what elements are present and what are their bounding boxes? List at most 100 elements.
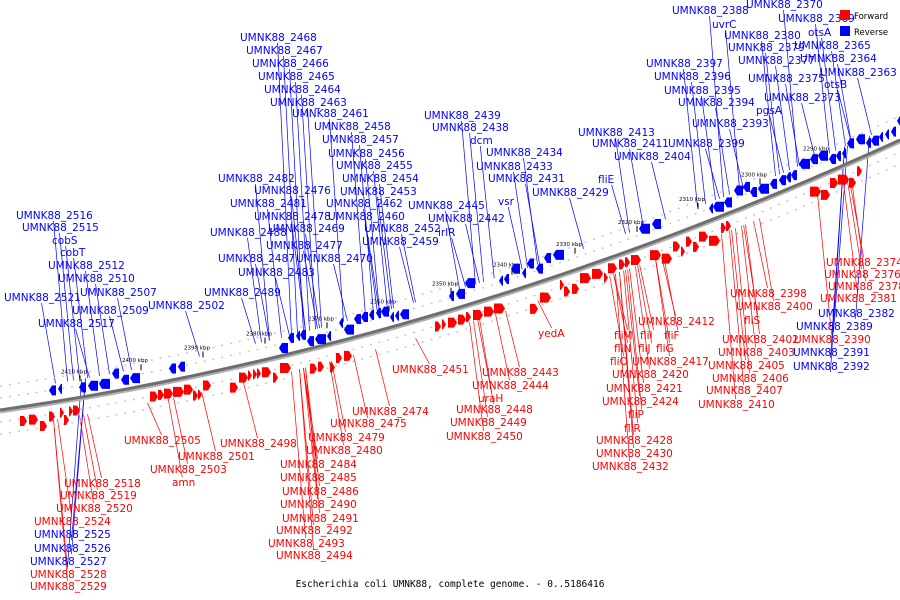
kbp-tick-label: 2390 kbp (184, 346, 210, 352)
gene-feature (779, 175, 786, 186)
gene-feature (73, 405, 80, 416)
label-connector (629, 268, 644, 384)
label-connector (495, 313, 510, 381)
gene-feature (339, 317, 343, 328)
gene-feature (300, 329, 306, 340)
kbp-tick-label: 2300 kbp (741, 172, 767, 178)
gene-feature (830, 178, 838, 189)
label-connector (241, 297, 256, 344)
label-connector (401, 233, 416, 303)
gene-feature (699, 231, 708, 242)
gene-feature (553, 249, 564, 260)
reverse-gene-label: UMNK88_2382 (818, 308, 895, 320)
gene-feature (724, 197, 732, 208)
forward-gene-label: uraH (478, 393, 503, 405)
label-connector (377, 196, 392, 309)
forward-gene-label: UMNK88_2485 (280, 472, 357, 484)
gene-feature (791, 170, 797, 181)
gene-feature (572, 283, 579, 294)
gene-feature (650, 250, 661, 261)
reverse-gene-label: UMNK88_2369 (778, 13, 855, 25)
legend-forward-label: Forward (854, 12, 888, 22)
reverse-gene-label: UMNK88_2433 (476, 161, 553, 173)
reverse-gene-label: UMNK88_2364 (800, 53, 877, 65)
reverse-gene-label: UMNK88_2377 (738, 55, 815, 67)
map-caption: Escherichia coli UMNK88, complete genome… (296, 579, 605, 590)
gene-feature (336, 352, 342, 363)
forward-gene-label: UMNK88_2528 (30, 569, 107, 581)
label-connector (85, 270, 100, 376)
gene-feature (158, 389, 164, 400)
label-connector (303, 368, 318, 500)
gene-feature (499, 275, 503, 286)
label-connector (849, 180, 864, 258)
reverse-gene-label: UMNK88_2517 (38, 318, 115, 330)
forward-gene-label: UMNK88_2398 (730, 288, 807, 300)
label-connector (469, 322, 484, 432)
reverse-gene-label: UMNK88_2457 (322, 134, 399, 146)
reverse-gene-label: UMNK88_2489 (204, 287, 281, 299)
forward-gene-label: UMNK88_2420 (612, 369, 689, 381)
forward-gene-label: UMNK88_2450 (446, 431, 523, 443)
gene-feature (842, 148, 846, 159)
forward-gene-label: amn (172, 477, 195, 489)
forward-gene-label: UMNK88_2444 (472, 380, 549, 392)
label-connector (267, 208, 282, 338)
gene-feature (879, 132, 883, 143)
gene-feature (681, 246, 685, 257)
forward-gene-label: UMNK88_2480 (306, 445, 383, 457)
reverse-gene-label: UMNK88_2525 (34, 529, 111, 541)
gene-feature (631, 255, 641, 266)
reverse-gene-label: UMNK88_2413 (578, 127, 655, 139)
reverse-gene-label: UMNK88_2391 (793, 347, 870, 359)
reverse-gene-label: UMNK88_2454 (342, 173, 419, 185)
reverse-gene-label: UMNK88_2463 (270, 97, 347, 109)
label-connector (365, 221, 380, 313)
reverse-gene-label: UMNK88_2476 (254, 185, 331, 197)
gene-feature (891, 126, 896, 137)
label-connector (709, 15, 724, 198)
gene-feature (608, 263, 617, 274)
forward-gene-label: UMNK88_2448 (456, 404, 533, 416)
reverse-gene-label: UMNK88_2455 (336, 160, 413, 172)
forward-gene-label: UMNK88_2432 (592, 461, 669, 473)
gene-feature (522, 268, 526, 279)
label-connector (201, 391, 216, 452)
legend-reverse-swatch (840, 26, 850, 36)
gene-feature (849, 177, 856, 188)
gene-feature (662, 253, 672, 264)
gene-feature (288, 332, 294, 343)
gene-feature (448, 317, 457, 328)
label-connector (629, 148, 644, 228)
label-connector (639, 264, 654, 331)
kbp-tick-label: 2400 kbp (122, 358, 148, 364)
label-connector (243, 382, 258, 439)
kbp-tick-label: 2310 kbp (679, 197, 705, 203)
gene-feature (625, 257, 630, 268)
label-connector (305, 367, 320, 514)
forward-gene-label: UMNK88_2400 (736, 301, 813, 313)
label-connector (637, 265, 652, 344)
gene-feature (310, 363, 317, 374)
gene-feature (821, 189, 830, 200)
gene-features (20, 115, 900, 431)
forward-gene-label: fliO (610, 356, 628, 368)
gene-feature (49, 411, 55, 422)
gene-feature (856, 134, 865, 145)
forward-gene-label: fliR (624, 423, 641, 435)
gene-feature (709, 235, 720, 246)
forward-gene-label: fliG (656, 343, 674, 355)
forward-gene-label: yedA (538, 328, 565, 340)
reverse-gene-label: UMNK88_2459 (362, 236, 439, 248)
gene-feature (810, 186, 821, 197)
label-connector (351, 131, 366, 317)
label-connector (731, 229, 746, 361)
label-connector (469, 132, 484, 282)
reverse-gene-label: UMNK88_2438 (432, 122, 509, 134)
gene-feature (604, 272, 608, 283)
gene-feature (395, 310, 399, 321)
label-connector (329, 118, 344, 323)
label-connector (53, 220, 68, 382)
label-connector (301, 94, 316, 330)
backbone-line (0, 138, 900, 412)
